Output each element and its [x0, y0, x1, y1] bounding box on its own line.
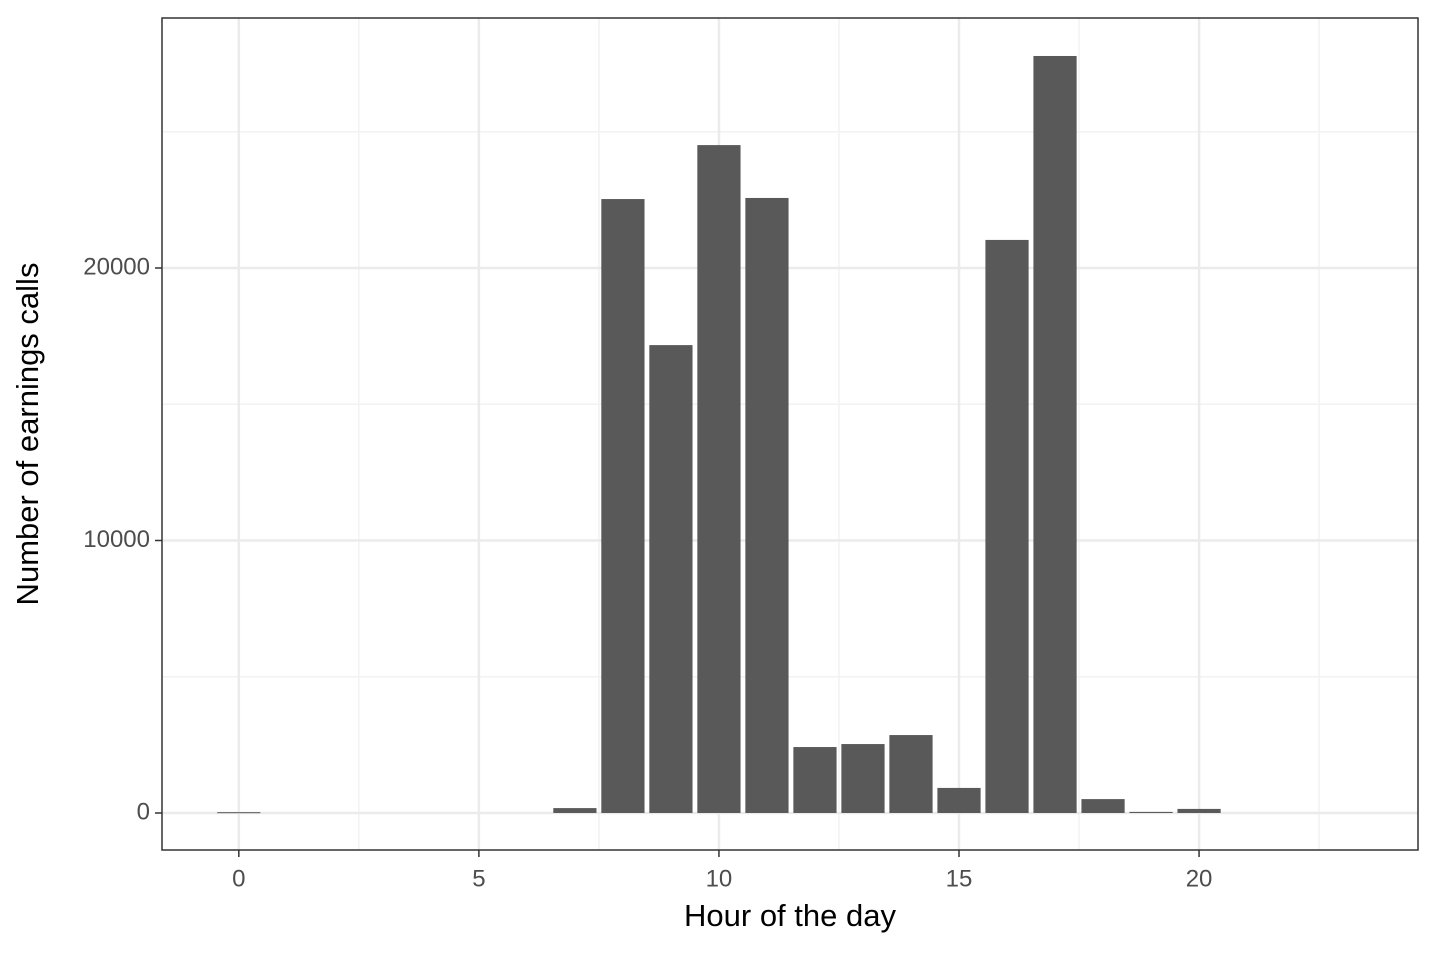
bar: [601, 199, 645, 813]
panel-border: [161, 17, 1419, 851]
bar: [745, 197, 789, 813]
x-tick-label: 20: [1186, 865, 1213, 892]
bar: [649, 345, 693, 813]
bar: [1177, 808, 1221, 813]
y-tick-label: 10000: [83, 526, 150, 553]
bar: [697, 145, 741, 813]
bar: [1081, 799, 1125, 813]
bar: [553, 808, 597, 813]
bar: [937, 787, 981, 813]
bar: [1033, 55, 1077, 813]
bar: [985, 239, 1029, 813]
x-tick-label: 10: [706, 865, 733, 892]
bar: [1129, 811, 1173, 813]
bar: [217, 812, 261, 814]
y-axis-title: Number of earnings calls: [10, 263, 45, 606]
x-tick-label: 15: [946, 865, 973, 892]
y-tick-label: 0: [137, 798, 150, 825]
x-tick-label: 5: [472, 865, 485, 892]
bar: [889, 735, 933, 813]
x-axis-title: Hour of the day: [684, 898, 896, 933]
bar: [793, 747, 837, 813]
x-tick-label: 0: [232, 865, 245, 892]
bar: [841, 744, 885, 813]
y-tick-label: 20000: [83, 253, 150, 280]
